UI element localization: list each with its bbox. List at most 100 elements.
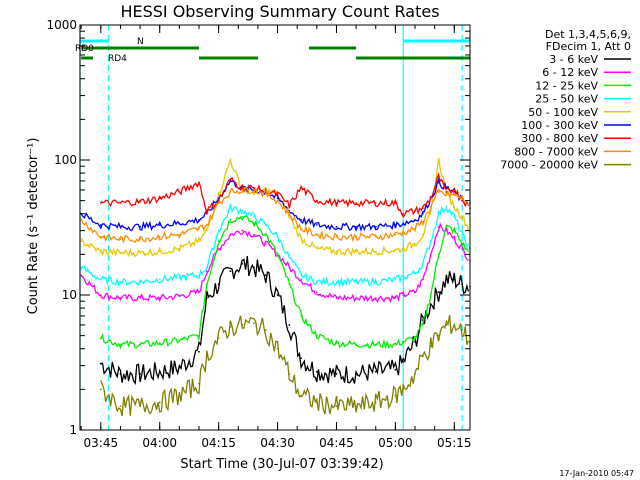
legend-header: Det 1,3,4,5,6,9, bbox=[545, 28, 631, 41]
data-point bbox=[99, 278, 102, 281]
data-point bbox=[300, 394, 303, 397]
data-point bbox=[158, 197, 161, 200]
data-point bbox=[139, 405, 141, 408]
data-point bbox=[429, 294, 432, 296]
data-point bbox=[288, 212, 291, 215]
data-point bbox=[158, 370, 161, 373]
data-point bbox=[264, 274, 267, 277]
x-tick-label: 04:15 bbox=[201, 436, 236, 450]
data-point bbox=[461, 247, 464, 250]
data-point bbox=[217, 247, 220, 250]
data-point bbox=[300, 357, 303, 360]
data-point bbox=[394, 249, 397, 252]
y-tick-label: 10 bbox=[62, 288, 77, 302]
y-tick-label: 1000 bbox=[46, 18, 77, 32]
flag-label-rd4: RD4 bbox=[108, 54, 127, 64]
data-point bbox=[414, 272, 416, 275]
data-point bbox=[394, 202, 397, 204]
data-point bbox=[355, 373, 358, 375]
data-point bbox=[139, 297, 141, 299]
data-point bbox=[453, 278, 456, 281]
data-point bbox=[217, 337, 220, 339]
data-point bbox=[300, 315, 303, 317]
legend-label: 800 - 7000 keV bbox=[514, 145, 598, 158]
x-tick-label: 04:00 bbox=[142, 436, 177, 450]
data-point bbox=[178, 366, 181, 369]
data-point bbox=[264, 329, 267, 331]
x-tick-label: 05:00 bbox=[378, 436, 413, 450]
data-point bbox=[414, 242, 416, 245]
flag-label-n: N bbox=[137, 37, 144, 47]
data-point bbox=[217, 283, 220, 286]
data-point bbox=[335, 250, 338, 253]
data-point bbox=[198, 291, 200, 294]
series-line-7000-20000-kev bbox=[100, 315, 470, 417]
data-point bbox=[453, 324, 456, 326]
plot-frame bbox=[79, 24, 471, 431]
data-point bbox=[437, 334, 440, 337]
data-point bbox=[402, 340, 405, 343]
data-point bbox=[217, 199, 220, 202]
data-point bbox=[429, 197, 432, 200]
legend-header: FDecim 1, Att 0 bbox=[546, 40, 631, 53]
legend-label: 7000 - 20000 keV bbox=[500, 159, 598, 172]
data-point bbox=[119, 238, 122, 240]
chart-title: HESSI Observing Summary Count Rates bbox=[120, 2, 439, 21]
data-point bbox=[217, 202, 220, 204]
data-point bbox=[178, 191, 181, 193]
data-point bbox=[99, 250, 102, 253]
data-point bbox=[300, 238, 303, 240]
data-point bbox=[119, 202, 122, 204]
data-point bbox=[421, 278, 424, 281]
data-point bbox=[445, 191, 448, 193]
y-axis-ticks: 1 10 100 1000 bbox=[46, 18, 470, 437]
data-point bbox=[394, 278, 397, 281]
data-point bbox=[276, 199, 279, 202]
data-point bbox=[300, 218, 303, 221]
data-point bbox=[445, 229, 448, 232]
y-tick-label: 1 bbox=[69, 423, 77, 437]
data-point bbox=[99, 202, 102, 204]
data-point bbox=[198, 240, 200, 243]
data-point bbox=[414, 340, 416, 343]
data-point bbox=[429, 303, 432, 306]
data-point bbox=[241, 324, 244, 326]
data-point bbox=[355, 405, 358, 408]
data-point bbox=[229, 218, 232, 221]
data-point bbox=[394, 224, 397, 226]
data-point bbox=[414, 218, 416, 221]
data-point bbox=[453, 215, 456, 218]
data-point bbox=[445, 225, 448, 228]
data-point bbox=[421, 355, 424, 358]
data-point bbox=[178, 394, 181, 397]
data-point bbox=[288, 215, 291, 218]
data-point bbox=[198, 181, 200, 184]
data-point bbox=[355, 343, 358, 346]
data-point bbox=[217, 229, 220, 232]
data-point bbox=[437, 181, 440, 184]
y-axis-label: Count Rate (s⁻¹ detector⁻¹) bbox=[26, 138, 41, 315]
data-point bbox=[335, 297, 338, 299]
data-point bbox=[374, 370, 377, 373]
data-point bbox=[453, 194, 456, 196]
data-point bbox=[288, 373, 291, 375]
series-line-300-800-kev bbox=[100, 172, 469, 218]
data-point bbox=[178, 247, 181, 250]
data-point bbox=[374, 343, 377, 346]
data-point bbox=[402, 247, 405, 250]
data-point bbox=[288, 324, 291, 326]
data-point bbox=[264, 242, 267, 245]
data-point bbox=[241, 189, 244, 191]
data-point bbox=[99, 337, 102, 339]
data-point bbox=[374, 202, 377, 204]
data-point bbox=[437, 159, 440, 161]
data-point bbox=[374, 250, 377, 253]
data-point bbox=[288, 266, 291, 269]
data-point bbox=[394, 343, 397, 346]
data-point bbox=[437, 175, 440, 178]
data-point bbox=[429, 212, 432, 215]
data-point bbox=[437, 191, 440, 193]
data-point bbox=[453, 238, 456, 240]
data-point bbox=[80, 266, 83, 269]
